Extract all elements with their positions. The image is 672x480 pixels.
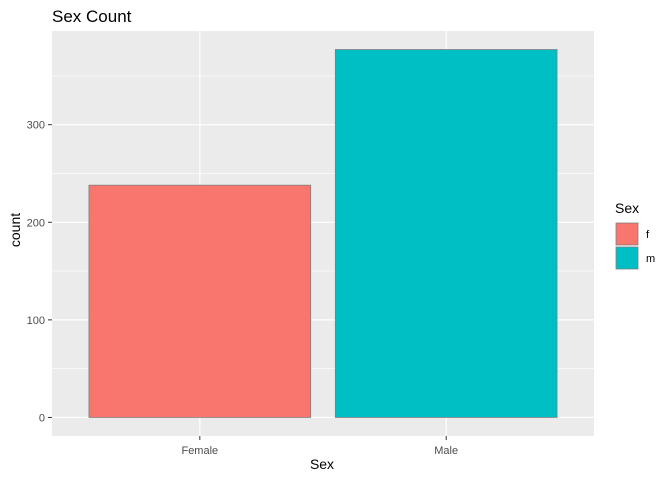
y-axis-title: count [7, 213, 23, 247]
bar-female [88, 184, 312, 418]
y-axis: 0 100 200 300 [27, 120, 52, 424]
chart-title: Sex Count [52, 7, 132, 26]
x-tick-label: Male [434, 445, 458, 457]
y-tick-label: 200 [27, 217, 45, 229]
x-tick-label: Female [181, 445, 218, 457]
y-tick-label: 300 [27, 120, 45, 132]
bar-male [334, 49, 558, 418]
legend-key-f [615, 222, 639, 246]
legend-key-m [615, 246, 639, 270]
bars [88, 49, 558, 418]
legend-title: Sex [615, 200, 639, 216]
x-axis: Female Male [181, 436, 458, 457]
y-tick-label: 100 [27, 315, 45, 327]
x-axis-title: Sex [310, 456, 334, 472]
legend-label-f: f [646, 229, 650, 241]
y-tick-label: 0 [39, 412, 45, 424]
legend: Sex fm [615, 200, 655, 270]
legend-label-m: m [646, 253, 655, 265]
